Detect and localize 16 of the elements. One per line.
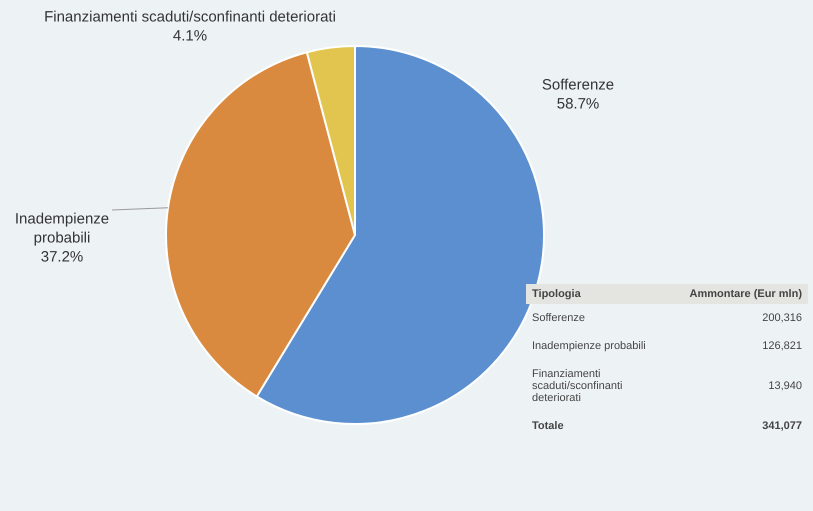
slice-label: Sofferenze [542, 76, 614, 94]
text: Tipologia [526, 284, 666, 304]
slice-label: Sofferenze [531, 311, 586, 326]
text: 200,316 [761, 311, 803, 326]
text: 126,821 [761, 339, 803, 354]
text: Totale [531, 419, 565, 434]
data-label: 37.2% [40, 248, 84, 266]
data-label: 4.1% [172, 28, 208, 45]
text: 341,077 [762, 420, 802, 432]
slice-label: Inadempienze probabili [14, 210, 110, 247]
data-label: 58.7% [556, 96, 600, 113]
category-label: Inadempienze probabili [532, 340, 646, 352]
slice-label: Finanziamenti scaduti/sconfinanti deteriorati [44, 8, 336, 26]
category-label: Finanziamenti scaduti/sconfinanti deteriorati [532, 368, 622, 404]
text: Ammontare (Eur mln) [666, 284, 808, 304]
text: 13,940 [767, 379, 803, 394]
